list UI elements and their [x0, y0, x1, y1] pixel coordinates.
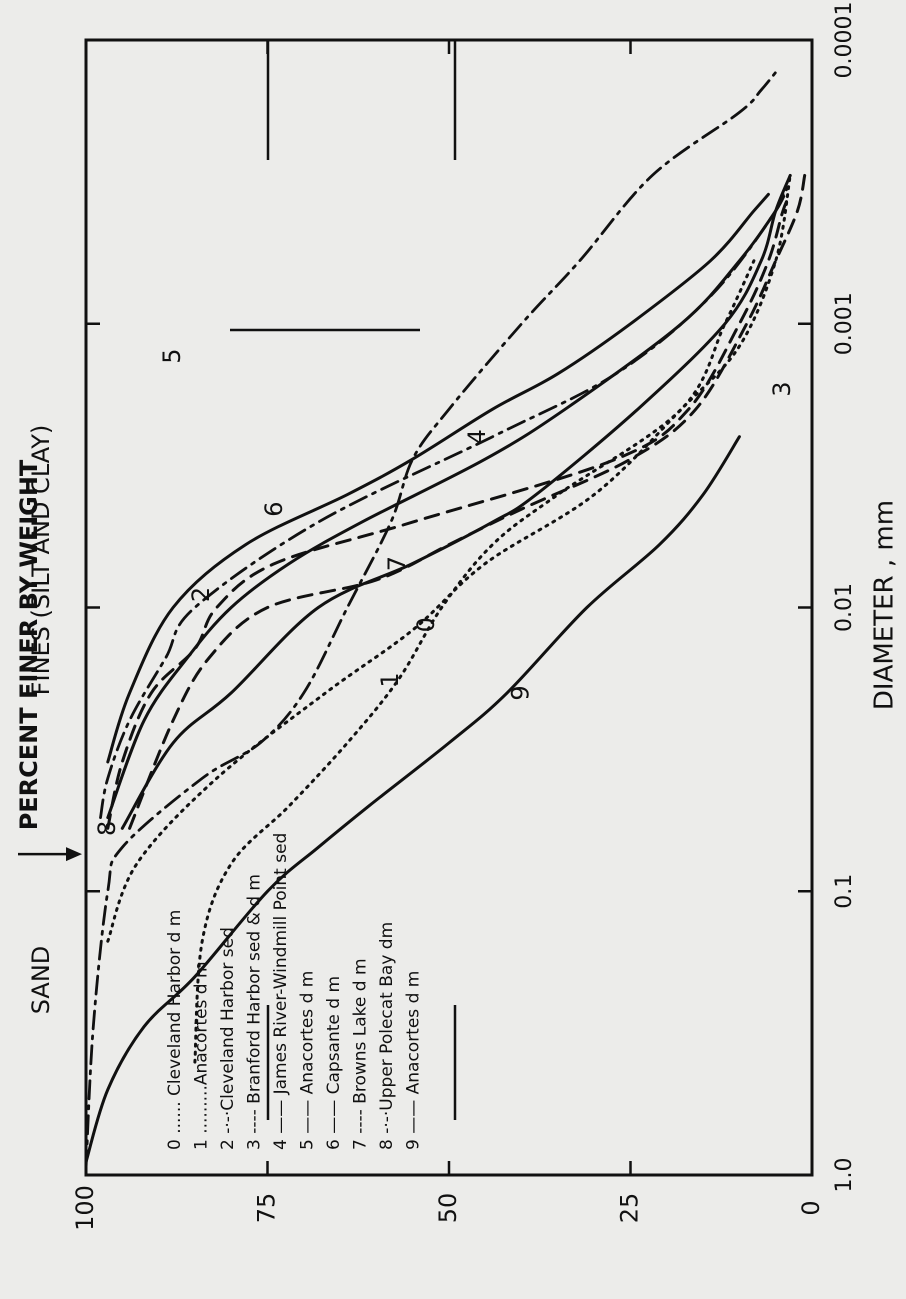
legend-entry-8: 8 -·-·Upper Polecat Bay dm [377, 922, 397, 1150]
series-0-line [106, 173, 792, 943]
series-5-label: 5 [158, 348, 186, 363]
legend-entry-0: 0 ...... Cleveland Harbor d m [165, 910, 185, 1150]
series-2-line [99, 174, 792, 819]
y-axis-title: PERCENT FINER BY WEIGHT [15, 459, 43, 830]
series-8-line [84, 70, 778, 1171]
series-4-label: 4 [463, 429, 491, 444]
region-label-sand: SAND [27, 946, 55, 1015]
legend-entry-5: 5 —— Anacortes d m [298, 971, 318, 1150]
legend-entry-9: 9 —— Anacortes d m [404, 971, 424, 1150]
y-tick-label-4: 100 [71, 1185, 99, 1231]
y-tick-label-0: 0 [797, 1200, 825, 1215]
legend-entry-6: 6 —— Capsante d m [324, 976, 344, 1150]
x-axis-title: DIAMETER , mm [870, 500, 900, 710]
region-label-fines: FINES (SILT AND CLAY) [27, 425, 55, 696]
x-tick-label-1: 0.1 [832, 874, 857, 909]
x-tick-label-0: 1.0 [832, 1158, 857, 1193]
series-7-line [106, 192, 792, 830]
legend-entry-2: 2 -·-·Cleveland Harbor sed [218, 927, 238, 1150]
x-tick-label-4: 0.0001 [832, 2, 857, 79]
series-5-line [106, 192, 770, 764]
legend-entry-1: 1 .........Anacortes d m [192, 961, 212, 1150]
series-6-line [106, 192, 785, 820]
y-tick-label-2: 50 [434, 1193, 462, 1224]
series-1-line [193, 259, 756, 1064]
series-4-line [120, 173, 792, 830]
series-8-label: 8 [93, 821, 121, 836]
series-9-label: 9 [507, 685, 535, 700]
legend-entry-4: 4 —— James River-Windmill Point sed [271, 833, 291, 1150]
x-tick-label-2: 0.01 [832, 583, 857, 632]
legend-entry-3: 3 ---- Branford Harbor sed & d m [245, 874, 265, 1150]
y-tick-label-3: 75 [253, 1193, 281, 1224]
series-3-line [128, 173, 807, 830]
series-3-label: 3 [768, 381, 796, 396]
series-9-line [84, 435, 741, 1164]
series-2-label: 2 [187, 587, 215, 602]
series-0-label: 0 [412, 617, 440, 632]
series-6-label: 6 [260, 501, 288, 516]
boundary-arrow-head [66, 847, 82, 862]
y-tick-label-1: 25 [616, 1193, 644, 1224]
legend-entry-7: 7 ---- Browns Lake d m [351, 958, 371, 1150]
series-1-label: 1 [376, 672, 404, 687]
x-tick-label-3: 0.001 [832, 292, 857, 355]
series-7-label: 7 [383, 556, 411, 571]
